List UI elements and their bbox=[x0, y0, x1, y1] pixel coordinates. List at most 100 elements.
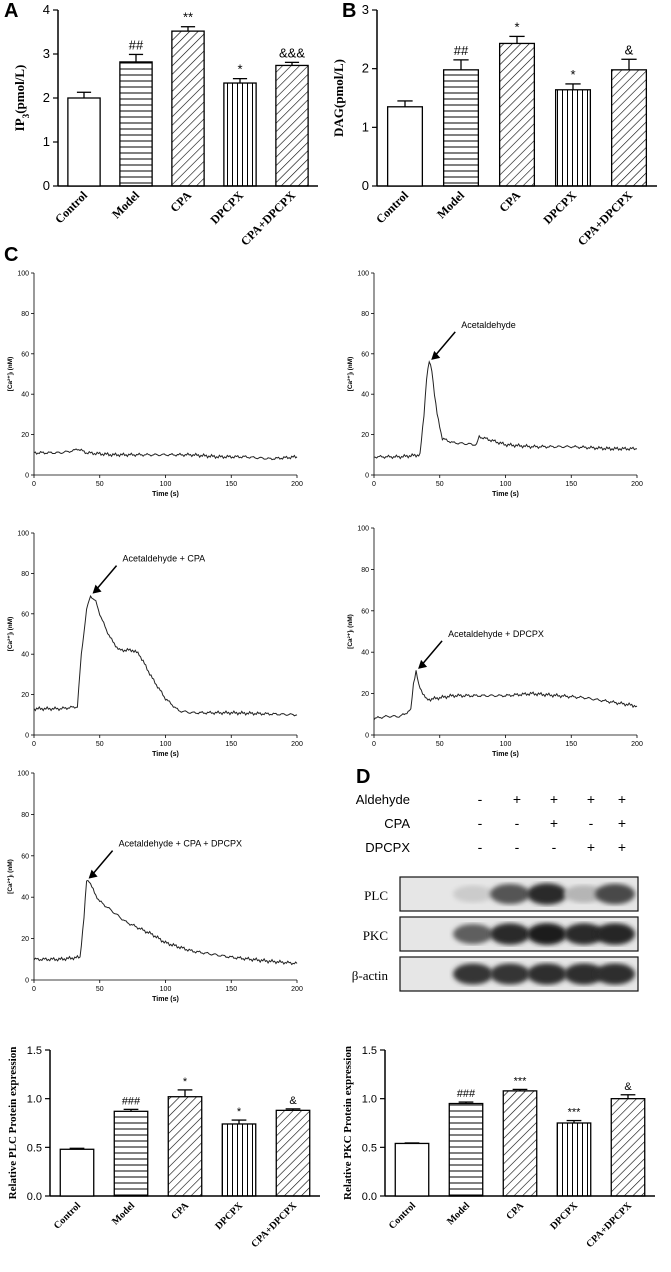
y-tick-label: 0.0 bbox=[362, 1191, 377, 1203]
x-tick-label: Control bbox=[387, 1200, 418, 1231]
chart-calcium-acetaldehyde-dpcpx: 0 20 40 60 80 100 0 50 100 150 200 Time (s) [Ca²⁺]ᵢ … bbox=[340, 520, 671, 760]
x-tick-label: 150 bbox=[225, 741, 237, 748]
y-tick-label: 0.5 bbox=[27, 1142, 42, 1154]
bar bbox=[442, 69, 480, 187]
bar bbox=[394, 1142, 430, 1197]
y-tick-label: 40 bbox=[361, 392, 369, 399]
annotation-label: Acetaldehyde + CPA + DPCPX bbox=[119, 839, 242, 849]
annotation-arrow bbox=[93, 565, 118, 593]
y-tick-label: 0 bbox=[25, 473, 29, 480]
bar bbox=[167, 1096, 203, 1197]
x-tick-label: CPA+DPCPX bbox=[238, 188, 299, 249]
panel-label-d: D bbox=[356, 766, 371, 788]
blot-band bbox=[453, 963, 493, 985]
bar bbox=[610, 1098, 646, 1197]
y-tick-label: 40 bbox=[21, 392, 29, 399]
significance-mark: * bbox=[237, 62, 242, 77]
chart-svg: 0 20 40 60 80 100 0 50 100 150 200 Time (s) [Ca²⁺]ᵢ … bbox=[347, 271, 643, 499]
y-tick-label: 1.5 bbox=[362, 1045, 377, 1057]
x-tick-label: Model bbox=[110, 1200, 137, 1227]
blot-band bbox=[564, 963, 604, 985]
significance-mark: &&& bbox=[279, 45, 305, 60]
x-tick-label: CPA bbox=[169, 1200, 191, 1222]
y-tick-label: 0 bbox=[365, 473, 369, 480]
x-tick-label: 100 bbox=[500, 481, 512, 488]
bar bbox=[223, 82, 257, 187]
bar bbox=[610, 69, 648, 187]
y-tick-label: 0 bbox=[43, 178, 50, 193]
y-tick-label: 3 bbox=[43, 46, 50, 61]
y-tick-label: 100 bbox=[17, 531, 29, 538]
panel-label-b: B bbox=[342, 0, 357, 22]
chart-svg: 0 1 2 3 DAG(pmol/L) Control ## Model * CPA * DPCPX &… bbox=[331, 2, 657, 249]
bar bbox=[502, 1090, 538, 1197]
condition-mark: - bbox=[515, 815, 520, 831]
x-tick-label: 200 bbox=[291, 741, 303, 748]
y-axis-label: Relative PKC Protein expression bbox=[342, 1046, 354, 1200]
blot-band bbox=[564, 923, 604, 945]
x-tick-label: 50 bbox=[436, 741, 444, 748]
x-axis-label: Time (s) bbox=[152, 491, 179, 498]
y-tick-label: 0 bbox=[25, 978, 29, 985]
chart-pkc-expression: 0.0 0.5 1.0 1.5 Relative PKC Protein express… bbox=[340, 1030, 671, 1272]
x-axis-label: Time (s) bbox=[492, 491, 519, 498]
x-tick-label: 200 bbox=[291, 481, 303, 488]
y-tick-label: 20 bbox=[21, 692, 29, 699]
chart-svg: 0 20 40 60 80 100 0 50 100 150 200 Time (s) [Ca²⁺]ᵢ … bbox=[7, 531, 303, 759]
chart-plc-expression: 0.0 0.5 1.0 1.5 Relative PLC Protein express… bbox=[0, 1030, 335, 1272]
x-tick-label: 150 bbox=[565, 741, 577, 748]
x-axis-label: Time (s) bbox=[492, 751, 519, 758]
condition-label: Aldehyde bbox=[356, 792, 410, 807]
x-axis-label: Time (s) bbox=[152, 996, 179, 1003]
annotation-label: Acetaldehyde + DPCPX bbox=[448, 629, 544, 639]
y-tick-label: 1.0 bbox=[362, 1094, 377, 1106]
condition-label: DPCPX bbox=[365, 840, 410, 855]
y-axis-label: [Ca²⁺]ᵢ (nM) bbox=[347, 614, 354, 649]
bar bbox=[59, 1148, 95, 1197]
chart-svg: 0 20 40 60 80 100 0 50 100 150 200 Time (s) [Ca²⁺]ᵢ … bbox=[7, 271, 303, 499]
x-tick-label: 200 bbox=[631, 741, 643, 748]
y-axis-label: Relative PLC Protein expression bbox=[7, 1047, 19, 1200]
condition-mark: + bbox=[550, 791, 558, 807]
significance-mark: ## bbox=[129, 37, 144, 52]
y-tick-label: 1.5 bbox=[27, 1045, 42, 1057]
condition-mark: + bbox=[618, 839, 626, 855]
chart-ip3: 0 1 2 3 4 IP3(pmol/L) Control ## Model ** CPA * DPCP… bbox=[0, 0, 335, 249]
bar bbox=[556, 1122, 592, 1197]
y-tick-label: 20 bbox=[21, 936, 29, 943]
x-tick-label: Model bbox=[434, 188, 467, 221]
y-tick-label: 40 bbox=[21, 652, 29, 659]
condition-mark: + bbox=[513, 791, 521, 807]
y-tick-label: 20 bbox=[361, 432, 369, 439]
y-axis-label: [Ca²⁺]ᵢ (nM) bbox=[7, 617, 14, 652]
y-tick-label: 1 bbox=[43, 134, 50, 149]
y-tick-label: 2 bbox=[362, 61, 369, 76]
y-axis-label: [Ca²⁺]ᵢ (nM) bbox=[7, 357, 14, 392]
blot-band bbox=[453, 924, 493, 944]
x-tick-label: CPA+DPCPX bbox=[584, 1200, 634, 1250]
y-tick-label: 0 bbox=[362, 178, 369, 193]
condition-mark: + bbox=[587, 839, 595, 855]
y-tick-label: 0 bbox=[25, 733, 29, 740]
calcium-trace bbox=[373, 360, 638, 460]
bar bbox=[221, 1123, 257, 1197]
annotation-arrowhead bbox=[92, 584, 102, 594]
chart-svg: 0 20 40 60 80 100 0 50 100 150 200 Time (s) [Ca²⁺]ᵢ … bbox=[347, 526, 643, 759]
y-tick-label: 4 bbox=[43, 2, 50, 17]
y-tick-label: 80 bbox=[361, 567, 369, 574]
significance-mark: * bbox=[183, 1076, 188, 1088]
blot-band bbox=[564, 885, 604, 903]
x-tick-label: CPA bbox=[504, 1200, 526, 1222]
condition-mark: + bbox=[618, 815, 626, 831]
x-tick-label: 200 bbox=[291, 986, 303, 993]
x-tick-label: 100 bbox=[160, 481, 172, 488]
x-tick-label: CPA bbox=[167, 188, 194, 215]
annotation-arrow bbox=[419, 640, 443, 668]
y-tick-label: 100 bbox=[357, 271, 369, 278]
significance-mark: ** bbox=[183, 10, 193, 25]
x-tick-label: 150 bbox=[565, 481, 577, 488]
chart-calcium-acetaldehyde: 0 20 40 60 80 100 0 50 100 150 200 Time (s) [Ca²⁺]ᵢ … bbox=[340, 265, 671, 500]
blot-band bbox=[453, 885, 493, 903]
x-tick-label: CPA+DPCPX bbox=[249, 1200, 299, 1250]
y-axis-label: DAG(pmol/L) bbox=[331, 59, 346, 137]
